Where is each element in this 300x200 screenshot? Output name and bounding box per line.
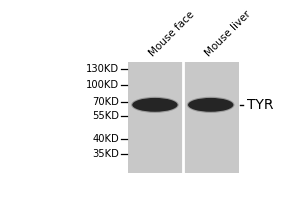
- Ellipse shape: [131, 97, 179, 113]
- Text: Mouse liver: Mouse liver: [204, 9, 253, 59]
- Text: 70KD: 70KD: [92, 97, 119, 107]
- Text: Mouse face: Mouse face: [148, 10, 197, 59]
- Text: 40KD: 40KD: [92, 134, 119, 144]
- Ellipse shape: [187, 97, 235, 113]
- Text: 100KD: 100KD: [86, 80, 119, 90]
- Text: TYR: TYR: [247, 98, 273, 112]
- Ellipse shape: [188, 98, 233, 112]
- Text: 130KD: 130KD: [86, 64, 119, 74]
- Bar: [128, 62, 238, 173]
- Text: 35KD: 35KD: [92, 149, 119, 159]
- Text: 55KD: 55KD: [92, 111, 119, 121]
- Ellipse shape: [132, 98, 178, 112]
